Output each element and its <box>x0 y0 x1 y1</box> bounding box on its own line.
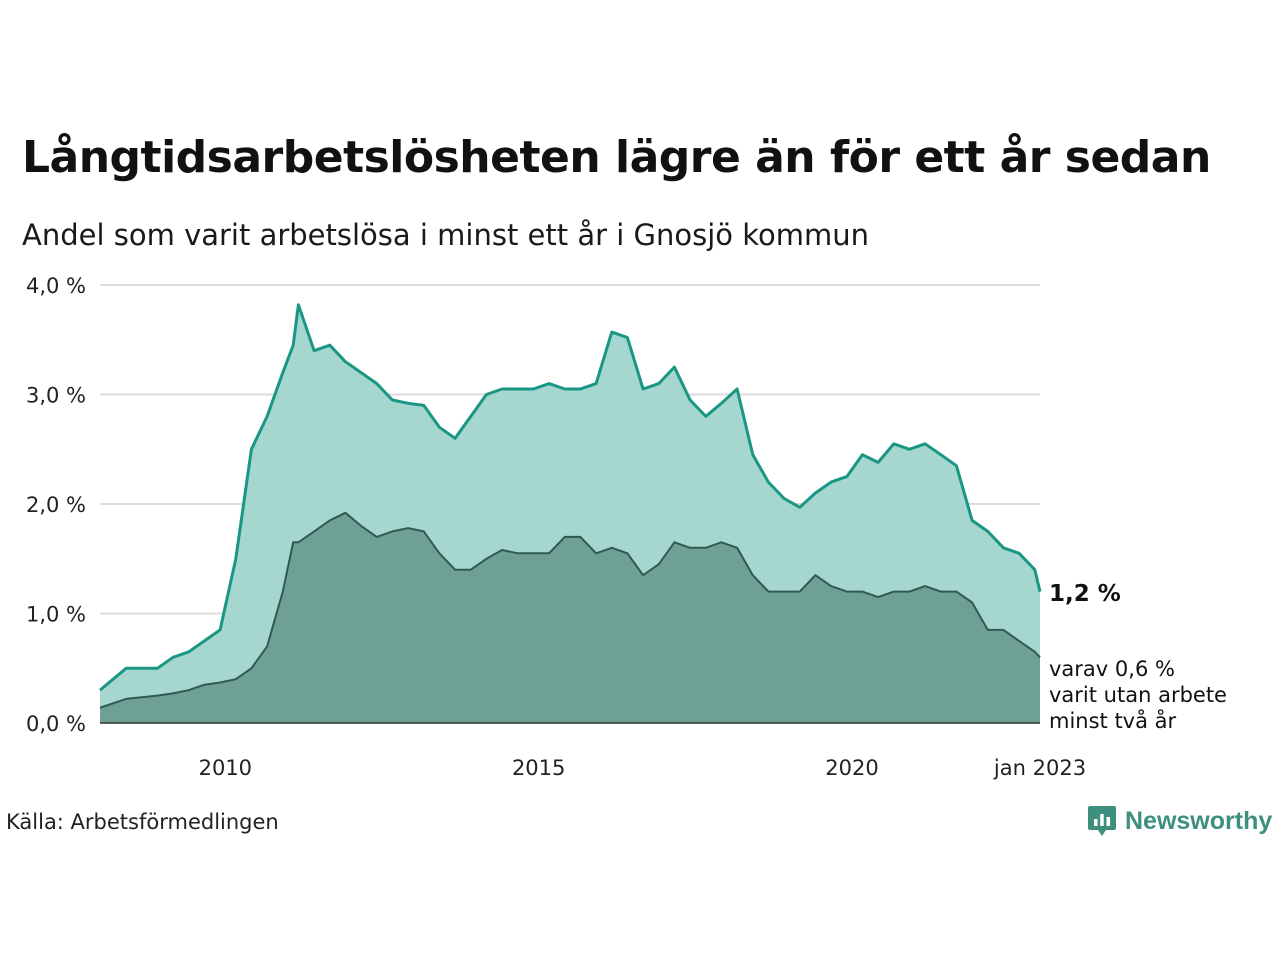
chart-title: Långtidsarbetslösheten lägre än för ett … <box>22 132 1211 183</box>
chart-subtitle: Andel som varit arbetslösa i minst ett å… <box>22 218 870 252</box>
sub-value-label: minst två år <box>1049 708 1177 733</box>
y-tick-label: 2,0 % <box>26 493 86 517</box>
series-2-line <box>99 511 1041 709</box>
series-2-area <box>100 512 1040 723</box>
series-1-line <box>99 303 1042 692</box>
last-value-label: 1,2 % <box>1049 581 1121 607</box>
y-tick-label: 3,0 % <box>26 384 86 408</box>
sub-value-label: varav 0,6 % <box>1049 657 1175 681</box>
y-tick-label: 0,0 % <box>26 712 86 736</box>
sub-value-label: varit utan arbete <box>1049 683 1227 707</box>
brand-logo: Newsworthy <box>1087 804 1272 838</box>
y-tick-label: 4,0 % <box>26 274 86 298</box>
x-tick-label: jan 2023 <box>993 756 1086 780</box>
brand-name: Newsworthy <box>1125 806 1273 835</box>
newsworthy-logo-icon <box>1088 806 1116 836</box>
x-tick-label: 2010 <box>199 756 252 780</box>
x-tick-label: 2020 <box>825 756 878 780</box>
y-tick-label: 1,0 % <box>26 603 86 627</box>
source-note: Källa: Arbetsförmedlingen <box>6 810 279 834</box>
x-tick-label: 2015 <box>512 756 565 780</box>
